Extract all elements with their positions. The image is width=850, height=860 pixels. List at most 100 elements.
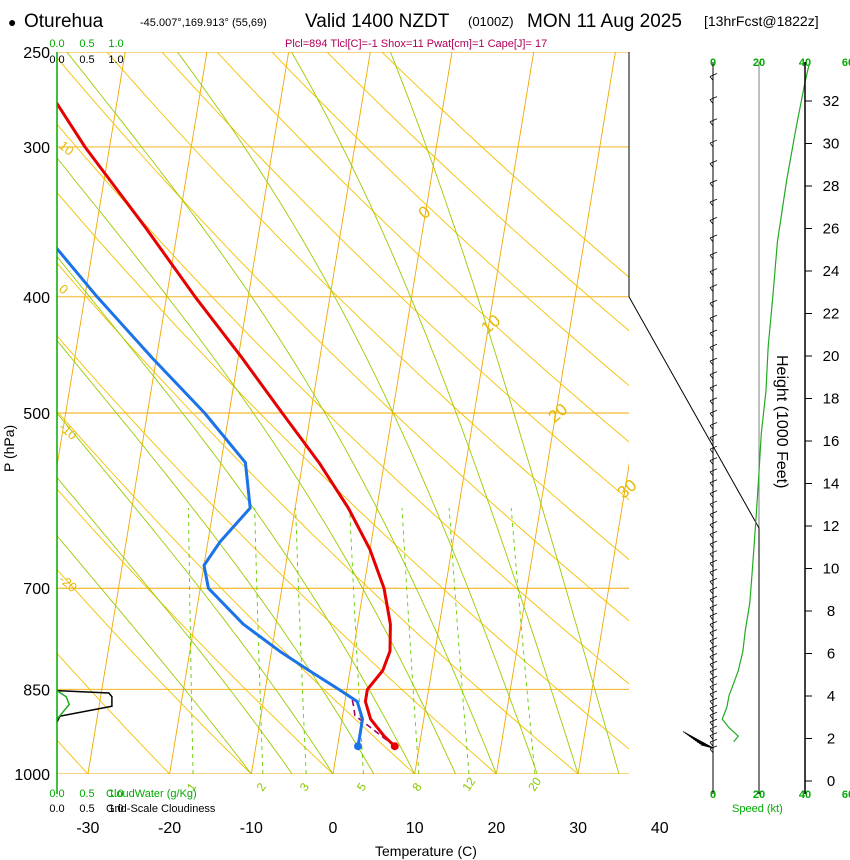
wind-barb <box>709 686 714 691</box>
wind-barb-flag <box>709 118 718 123</box>
wind-barb-flag <box>709 284 718 289</box>
wind-barb-flag <box>709 357 718 362</box>
x-axis-title: Temperature (C) <box>375 843 477 859</box>
wind-barb <box>709 742 714 747</box>
wind-barb-flag <box>709 725 718 730</box>
wind-speed-tick-bottom: 40 <box>799 789 811 801</box>
wind-barb <box>709 387 714 392</box>
moist-adiabat-line <box>57 476 293 774</box>
height-tick-label: 28 <box>823 178 840 195</box>
cloudwater-tick-bottom: 1.0 <box>108 788 123 800</box>
wind-barb-flag <box>709 234 718 239</box>
wind-barb <box>709 425 714 430</box>
mixing-ratio-line <box>254 507 264 774</box>
dry-adiabat-line <box>57 335 497 774</box>
height-tick-label: 18 <box>823 391 840 408</box>
wind-barb-flag <box>709 371 718 376</box>
height-tick-label: 24 <box>823 263 840 280</box>
wind-barb <box>709 482 714 487</box>
wind-barb <box>709 254 714 260</box>
moist-adiabat-line <box>57 535 252 774</box>
wind-barb-flag <box>709 629 718 633</box>
height-tick-label: 32 <box>823 93 840 110</box>
wind-barb-flag <box>709 531 718 535</box>
wind-barb <box>709 201 714 207</box>
temperature-tick-label: 0 <box>329 820 338 837</box>
wind-barb <box>709 332 714 338</box>
wind-barb <box>709 182 714 188</box>
wind-barb-flag <box>709 409 718 414</box>
wind-barb <box>709 615 714 621</box>
height-tick-label: 22 <box>823 306 840 323</box>
wind-barb <box>709 679 714 684</box>
dewpoint-profile <box>57 246 364 747</box>
isotherm-label: 30 <box>614 476 641 503</box>
wind-barb <box>709 693 714 699</box>
wind-barb-flag <box>709 559 718 564</box>
wind-barb-flag <box>709 251 718 256</box>
wind-barb-flag <box>709 653 718 657</box>
moist-adiabat-line <box>66 52 497 774</box>
wind-barb <box>709 656 714 661</box>
moist-adiabat-line <box>57 157 457 774</box>
wind-barb <box>709 534 714 539</box>
wind-barb <box>709 360 714 366</box>
wind-barb-flag <box>709 343 718 348</box>
wind-barb-flag <box>709 604 718 608</box>
moist-adiabat-line <box>57 339 375 774</box>
wind-barb-flag <box>709 179 718 184</box>
cloudiness-tick-bottom: 1.0 <box>108 803 123 815</box>
theta-label: -10 <box>56 419 80 443</box>
dry-adiabat-line <box>216 52 629 443</box>
wind-barb-flag <box>709 568 718 573</box>
wind-barb-flag <box>709 550 718 555</box>
isotherm-line <box>332 52 453 774</box>
mixing-ratio-line <box>188 507 194 774</box>
temperature-tick-label: 10 <box>406 820 424 837</box>
wind-barb <box>709 460 714 465</box>
dry-adiabat-line <box>57 191 629 750</box>
isotherm-line <box>823 52 850 774</box>
wind-barb <box>709 302 714 308</box>
wind-barb <box>709 437 714 442</box>
wind-barb <box>709 400 714 405</box>
wind-barb <box>709 99 714 104</box>
height-tick-label: 4 <box>827 688 835 705</box>
wind-barb <box>709 121 714 126</box>
height-tick-label: 30 <box>823 136 840 153</box>
wind-barb <box>709 413 714 418</box>
moist-adiabat-line <box>177 52 538 774</box>
forecast-info: [13hrFcst@1822z] <box>704 13 819 29</box>
dry-adiabat-line <box>57 488 334 774</box>
valid-date: MON 11 Aug 2025 <box>527 11 682 32</box>
station-bullet: ● <box>8 14 16 30</box>
wind-barb-flag <box>709 139 718 144</box>
wind-barb <box>709 237 714 243</box>
isotherm-label: 0 <box>415 202 434 223</box>
mixing-ratio-label: 20 <box>525 774 544 793</box>
wind-barb-flag <box>709 697 718 702</box>
wind-barb-flag <box>709 299 718 304</box>
isotherm-line <box>169 52 290 774</box>
wind-barb-flag <box>709 637 718 642</box>
cloudwater-tick-top: 0.5 <box>79 38 94 50</box>
surface-temperature-dot <box>390 742 399 751</box>
moist-adiabat-line <box>291 52 579 774</box>
wind-barb-flag <box>709 621 718 625</box>
sounding-profiles <box>57 100 399 751</box>
isotherm-line <box>414 52 535 774</box>
height-tick-label: 10 <box>823 561 840 578</box>
wind-barb <box>709 543 714 549</box>
isotherm-label: 10 <box>478 311 505 338</box>
moist-adiabat-line <box>57 412 334 774</box>
wind-speed-tick-top: 60 <box>842 57 850 69</box>
isotherm-line <box>87 52 208 774</box>
right-frame-line <box>628 296 760 794</box>
moist-adiabat-line <box>57 255 416 774</box>
dry-adiabat-line <box>271 52 629 387</box>
temperature-profile <box>57 100 396 748</box>
pressure-tick-label: 400 <box>23 290 50 307</box>
pressure-tick-label: 300 <box>23 140 50 157</box>
wind-barb <box>709 607 714 612</box>
